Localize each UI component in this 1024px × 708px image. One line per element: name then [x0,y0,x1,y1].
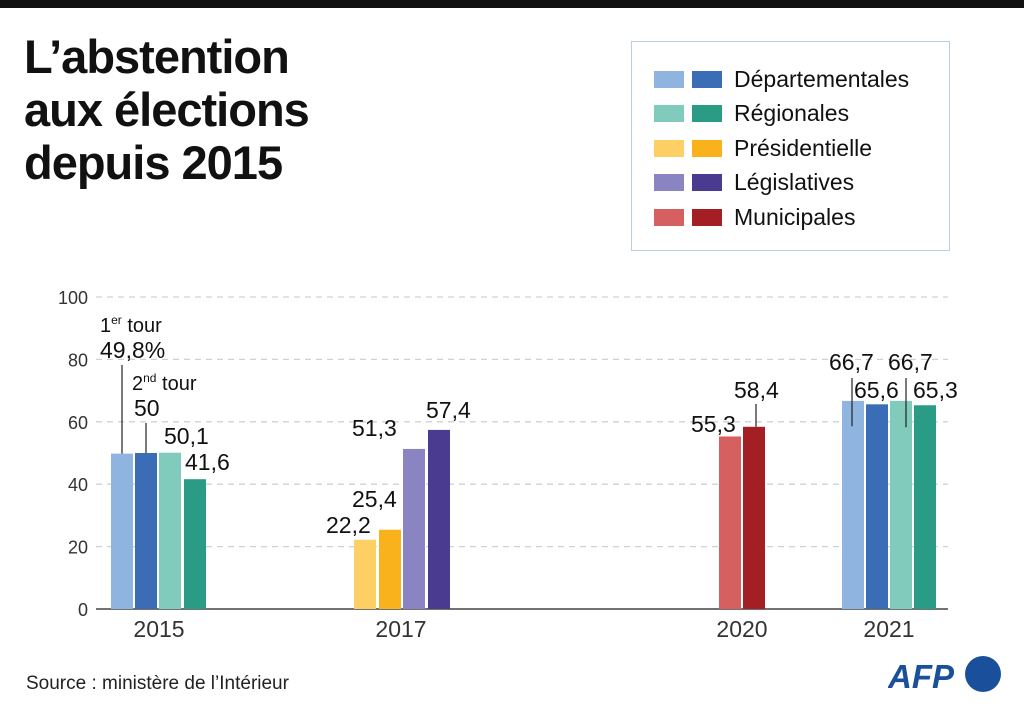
data-label: 65,6 [854,377,899,403]
data-label: 41,6 [185,449,230,475]
title-line: L’abstention [24,30,290,83]
x-tick-label: 2021 [863,616,914,642]
data-label: 58,4 [734,377,779,403]
title-line: depuis 2015 [24,136,283,189]
data-label: 66,7 [829,349,874,375]
y-tick-label: 60 [68,413,88,433]
chart-title: L’abstention aux élections depuis 2015 [24,30,310,189]
legend-label: Départementales [734,65,910,92]
bar-2017-législatives-round2 [428,429,450,609]
y-tick-label: 80 [68,350,88,370]
round-annotation: 1er tour [100,313,162,337]
x-tick-label: 2017 [375,616,426,642]
round-annotation: 2nd tour [132,371,197,395]
legend-item: Présidentielle [654,134,873,161]
legend-label: Présidentielle [734,134,873,161]
legend: Départementales Régionales Présidentielle L… [631,41,950,251]
data-label: 65,3 [913,377,958,403]
legend-swatch-round1 [654,139,684,157]
data-label: 51,3 [352,415,397,441]
x-tick-label: 2020 [716,616,767,642]
legend-swatch-round1 [654,208,684,226]
legend-item: Législatives [654,169,855,195]
bar-2015-régionales-round1 [159,452,181,609]
legend-swatch-round2 [692,174,722,191]
legend-label: Municipales [734,203,856,230]
bar-2015-départementales-round1 [111,453,133,609]
legend-label: Législatives [734,169,855,195]
data-label: 49,8% [100,337,165,363]
data-label: 50 [134,395,160,421]
data-label: 55,3 [691,411,736,437]
svg-text:AFP: AFP [888,658,955,695]
y-tick-label: 40 [68,475,88,495]
legend-item: Régionales [654,100,850,126]
legend-swatch-round1 [654,174,684,191]
title-line: aux élections [24,83,310,136]
legend-label: Régionales [734,100,850,126]
y-tick-label: 20 [68,538,88,558]
top-rule [0,0,1024,8]
bar-2017-législatives-round1 [403,448,425,609]
legend-item: Municipales [654,203,856,230]
y-tick-label: 0 [78,600,88,620]
data-label: 50,1 [164,423,209,449]
bar-2021-départementales-round1 [842,400,864,609]
data-label: 66,7 [888,349,933,375]
bar-2020-municipales-round2 [743,426,765,609]
bar-2020-municipales-round1 [719,436,741,609]
source-note: Source : ministère de l’Intérieur [26,673,289,694]
bar-2017-présidentielle-round2 [379,529,401,609]
bar-2015-régionales-round2 [184,479,206,609]
bar-2015-départementales-round2 [135,453,157,609]
x-tick-label: 2015 [133,616,184,642]
data-label: 57,4 [426,397,471,423]
legend-swatch-round1 [654,105,684,122]
legend-swatch-round2 [692,208,722,226]
legend-swatch-round1 [654,70,684,88]
bar-2021-départementales-round2 [866,404,888,609]
legend-swatch-round2 [692,105,722,122]
afp-logo: AFP [887,656,1004,701]
legend-item: Départementales [654,65,910,92]
data-label: 25,4 [352,486,397,512]
bar-2021-régionales-round2 [914,405,936,609]
legend-swatch-round2 [692,70,722,88]
legend-swatch-round2 [692,139,722,157]
y-tick-label: 100 [58,288,88,308]
bar-2017-présidentielle-round1 [354,539,376,609]
bar-2021-régionales-round1 [890,400,912,609]
data-label: 22,2 [326,512,371,538]
